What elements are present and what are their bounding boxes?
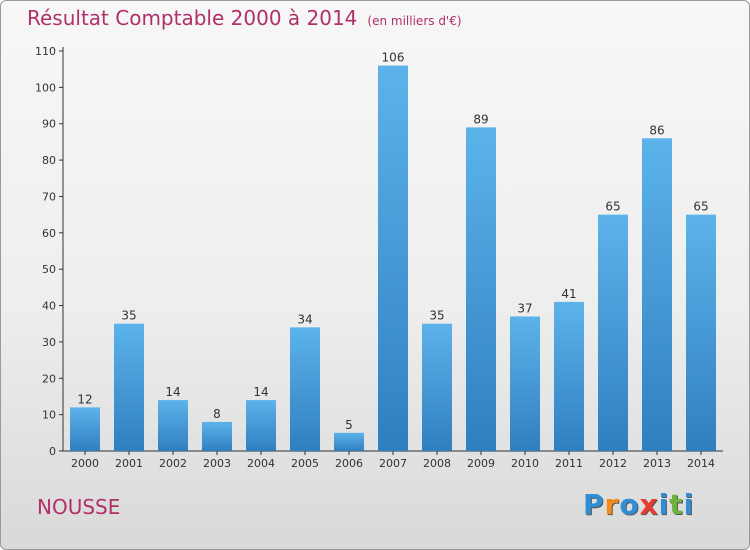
logo-letter: o — [619, 488, 640, 521]
y-tick-label: 100 — [35, 81, 56, 94]
chart-unit-text: (en milliers d'€) — [367, 14, 462, 28]
bar — [158, 400, 188, 451]
bar — [554, 301, 584, 451]
x-tick-label: 2011 — [555, 457, 583, 470]
x-tick-label: 2014 — [687, 457, 715, 470]
x-tick-label: 2013 — [643, 457, 671, 470]
logo-letter: x — [639, 488, 659, 521]
data-label: 5 — [345, 418, 353, 432]
bar — [378, 65, 408, 451]
chart-title: Résultat Comptable 2000 à 2014 (en millie… — [27, 6, 462, 30]
y-tick-label: 10 — [42, 409, 56, 422]
bar — [598, 214, 628, 451]
y-tick-label: 60 — [42, 227, 56, 240]
y-tick-label: 50 — [42, 263, 56, 276]
axes: 0 10 20 30 40 50 60 70 80 90 100 110 2000 2001 2002 200… — [35, 45, 723, 470]
logo-letter: P — [583, 488, 605, 521]
x-tick-label: 2004 — [247, 457, 275, 470]
data-label: 106 — [382, 51, 405, 65]
data-label: 65 — [605, 200, 620, 214]
bars — [70, 65, 716, 452]
y-tick-label: 110 — [35, 45, 56, 58]
x-tick-label: 2009 — [467, 457, 495, 470]
proxiti-logo: Proxiti — [583, 488, 694, 521]
x-tick-label: 2010 — [511, 457, 539, 470]
data-label: 35 — [429, 309, 444, 323]
bar — [510, 316, 540, 451]
y-tick-label: 40 — [42, 300, 56, 313]
data-label: 14 — [253, 385, 268, 399]
bar — [686, 214, 716, 451]
bar — [290, 327, 320, 451]
y-tick-label: 90 — [42, 118, 56, 131]
x-tick-label: 2012 — [599, 457, 627, 470]
logo-letter: i — [658, 488, 670, 521]
bar — [202, 421, 232, 451]
x-tick-label: 2007 — [379, 457, 407, 470]
data-label: 8 — [213, 407, 221, 421]
bar — [334, 432, 364, 451]
logo-letter: i — [683, 488, 695, 521]
bar — [642, 138, 672, 452]
data-label: 34 — [297, 312, 312, 326]
bar — [466, 127, 496, 451]
x-tick-label: 2005 — [291, 457, 319, 470]
value-labels: 12 35 14 8 14 34 5 106 35 89 37 41 65 86 65 — [77, 51, 708, 432]
bar — [422, 323, 452, 451]
x-tick-label: 2006 — [335, 457, 363, 470]
data-label: 65 — [693, 200, 708, 214]
bar — [114, 323, 144, 451]
data-label: 35 — [121, 309, 136, 323]
x-tick-label: 2002 — [159, 457, 187, 470]
y-tick-label: 20 — [42, 372, 56, 385]
town-name: NOUSSE — [37, 495, 121, 519]
data-label: 37 — [517, 301, 532, 315]
x-tick-label: 2003 — [203, 457, 231, 470]
data-label: 12 — [77, 392, 92, 406]
x-tick-label: 2000 — [71, 457, 99, 470]
y-tick-label: 30 — [42, 336, 56, 349]
data-label: 86 — [649, 123, 664, 137]
data-label: 41 — [561, 287, 576, 301]
y-tick-label: 0 — [49, 445, 56, 458]
y-tick-label: 80 — [42, 154, 56, 167]
logo-letter: r — [604, 488, 620, 521]
bar — [246, 400, 276, 451]
data-label: 89 — [473, 112, 488, 126]
chart-title-text: Résultat Comptable 2000 à 2014 — [27, 6, 358, 30]
x-tick-label: 2001 — [115, 457, 143, 470]
x-tick-label: 2008 — [423, 457, 451, 470]
logo-letter: t — [669, 488, 684, 521]
y-tick-label: 70 — [42, 190, 56, 203]
data-label: 14 — [165, 385, 180, 399]
bar — [70, 407, 100, 451]
